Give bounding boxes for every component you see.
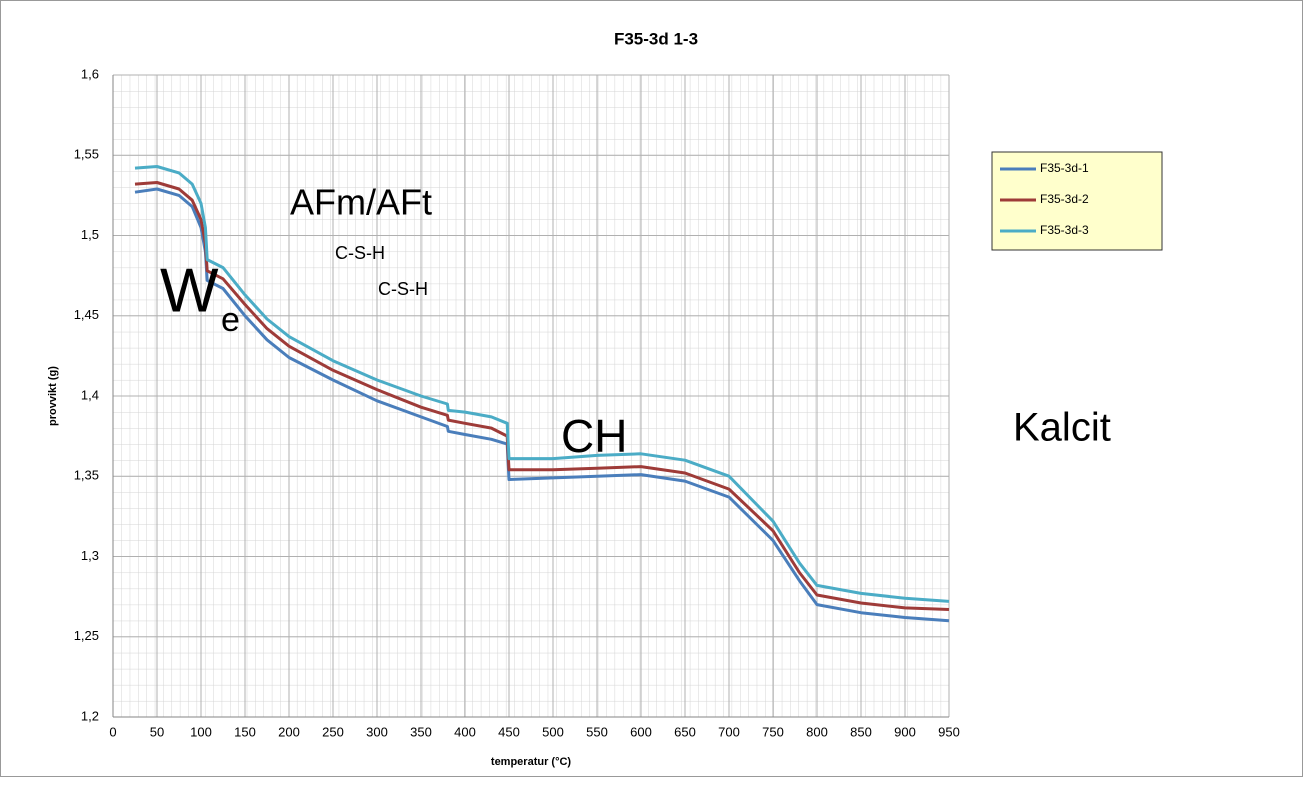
y-tick-label: 1,45 [74, 307, 99, 322]
x-tick-label: 950 [938, 724, 960, 739]
chart-title: F35-3d 1-3 [614, 29, 698, 48]
x-tick-label: 750 [762, 724, 784, 739]
x-tick-label: 100 [190, 724, 212, 739]
y-tick-label: 1,25 [74, 628, 99, 643]
series-line [134, 165, 950, 603]
x-tick-label: 300 [366, 724, 388, 739]
x-tick-label: 700 [718, 724, 740, 739]
annotation: Kalcit [1013, 406, 1111, 450]
x-tick-label: 400 [454, 724, 476, 739]
x-tick-label: 350 [410, 724, 432, 739]
x-tick-label: 550 [586, 724, 608, 739]
x-tick-label: 0 [109, 724, 116, 739]
legend-label: F35-3d-3 [1040, 223, 1089, 237]
y-tick-label: 1,5 [81, 227, 99, 242]
x-tick-label: 150 [234, 724, 256, 739]
annotation: AFm/AFt [290, 182, 432, 223]
annotation: e [221, 301, 240, 339]
y-tick-label: 1,35 [74, 468, 99, 483]
x-tick-label: 450 [498, 724, 520, 739]
annotations: AFm/AFt C-S-H C-S-H W e CH Kalcit [160, 182, 1111, 463]
annotation: CH [561, 410, 627, 462]
legend: F35-3d-1 F35-3d-2 F35-3d-3 [1000, 161, 1089, 237]
x-tick-label: 250 [322, 724, 344, 739]
lines [134, 165, 950, 623]
y-tick-label: 1,4 [81, 387, 99, 402]
x-tick-label: 900 [894, 724, 916, 739]
x-tick-label: 600 [630, 724, 652, 739]
annotation: W [160, 256, 219, 325]
x-tick-label: 500 [542, 724, 564, 739]
y-tick-label: 1,6 [81, 66, 99, 81]
y-axis-title: provvikt (g) [47, 366, 59, 426]
x-tick-label: 650 [674, 724, 696, 739]
grid: 1,2 1,25 1,3 1,35 1,4 1,45 1,5 1,55 1,6 0 50 100 150… [74, 66, 960, 739]
annotation: C-S-H [378, 279, 428, 299]
legend-label: F35-3d-1 [1040, 161, 1089, 175]
y-tick-label: 1,3 [81, 548, 99, 563]
y-tick-label: 1,2 [81, 708, 99, 723]
x-axis-title: temperatur (°C) [491, 756, 572, 768]
x-tick-label: 200 [278, 724, 300, 739]
x-tick-label: 800 [806, 724, 828, 739]
x-tick-label: 50 [150, 724, 164, 739]
legend-label: F35-3d-2 [1040, 192, 1089, 206]
y-tick-label: 1,55 [74, 147, 99, 162]
annotation: C-S-H [335, 243, 385, 263]
x-tick-label: 850 [850, 724, 872, 739]
